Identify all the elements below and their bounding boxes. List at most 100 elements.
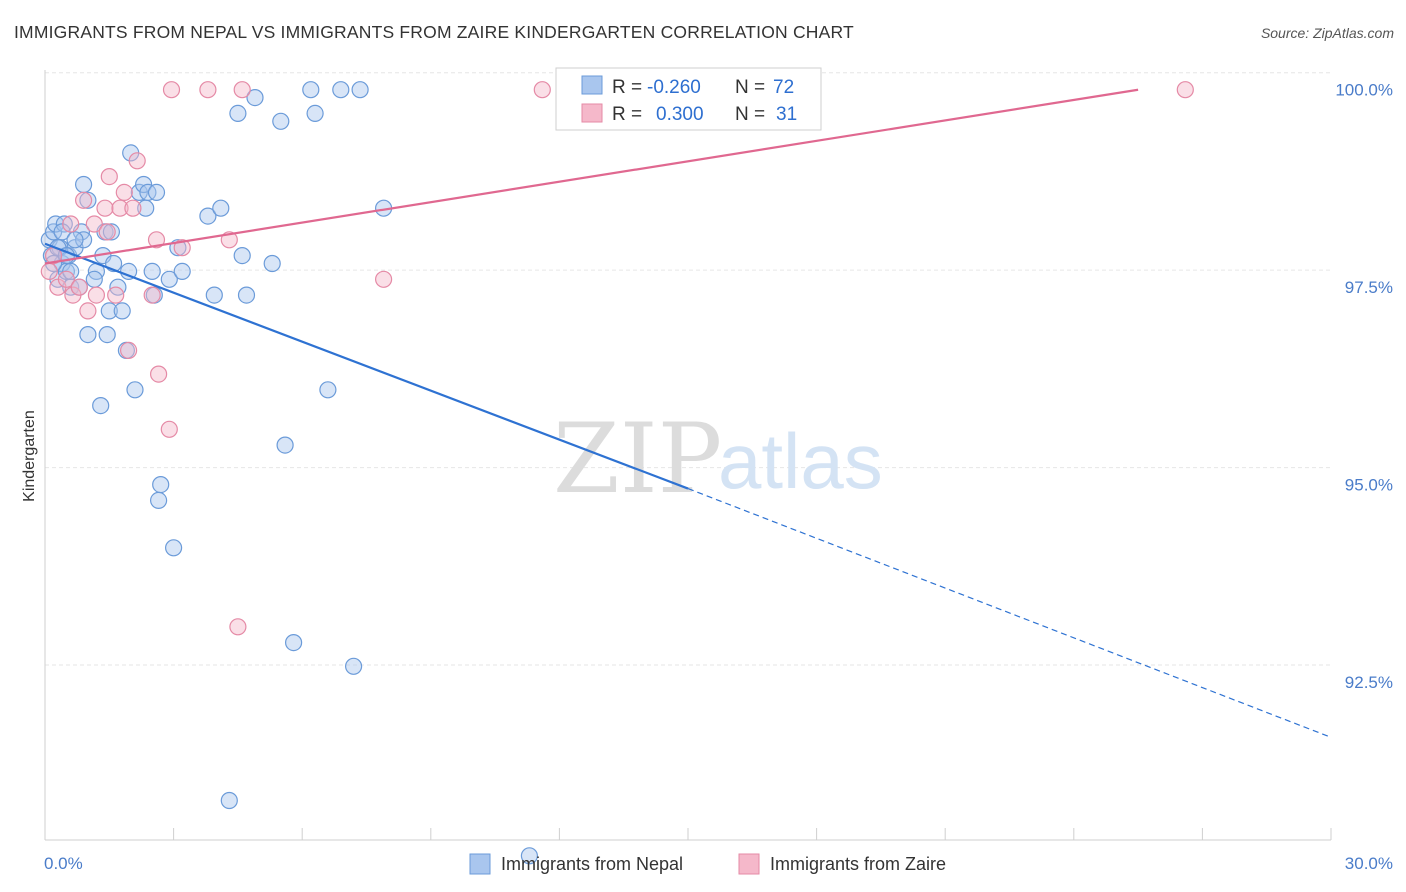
zaire-point-22	[150, 365, 168, 383]
zaire-point-10	[87, 286, 106, 304]
nepal-point-65	[520, 847, 539, 865]
x-tick-labels: 0.0% 30.0%	[44, 854, 1393, 873]
zaire-point-3	[57, 270, 76, 288]
y-tick-label-1: 95.0%	[1345, 476, 1393, 495]
trend-lines	[44, 88, 1332, 738]
trend-line-nepal	[44, 242, 689, 490]
axes	[44, 70, 1332, 841]
nepal-point-16	[79, 191, 97, 209]
zaire-point-31	[533, 81, 551, 99]
stats-legend: R = -0.260 N = 72 R = 0.300 N = 31	[555, 67, 822, 131]
nepal-point-49	[220, 791, 238, 810]
x-tick-label-0: 0.0%	[44, 854, 83, 873]
nepal-point-59	[306, 104, 324, 123]
legend-swatch-zaire	[581, 103, 603, 123]
bottom-legend-label-nepal: Immigrants from Nepal	[501, 854, 683, 874]
gridlines	[45, 72, 1331, 666]
zaire-point-32	[1176, 81, 1194, 99]
legend-n-value-zaire: 31	[776, 104, 797, 125]
zaire-point-25	[173, 239, 191, 257]
legend-n-label-zaire: N =	[735, 104, 765, 125]
zaire-point-9	[85, 215, 103, 233]
nepal-point-70	[62, 262, 80, 280]
bottom-legend-label-zaire: Immigrants from Zaire	[770, 854, 946, 874]
y-tick-label-0: 92.5%	[1345, 673, 1393, 692]
nepal-point-63	[351, 81, 369, 99]
nepal-point-58	[302, 81, 320, 99]
legend-n-value-nepal: 72	[773, 77, 794, 98]
nepal-point-34	[135, 175, 153, 194]
legend-r-label-nepal: R =	[612, 77, 642, 98]
zaire-point-26	[199, 81, 217, 99]
legend-n-label-nepal: N =	[735, 77, 765, 98]
nepal-point-15	[74, 175, 93, 194]
y-tick-label-3: 100.0%	[1335, 81, 1393, 100]
legend-r-value-zaire: 0.300	[656, 104, 704, 125]
nepal-point-60	[319, 381, 337, 399]
nepal-point-71	[66, 231, 84, 249]
nepal-point-61	[332, 81, 350, 99]
nepal-point-41	[150, 491, 168, 509]
zaire-point-28	[229, 618, 247, 636]
zaire-point-14	[107, 286, 125, 304]
legend-r-value-nepal: -0.260	[647, 77, 701, 98]
watermark-zip: ZIP	[553, 403, 722, 515]
nepal-point-62	[345, 657, 363, 675]
zaire-point-15	[111, 199, 129, 217]
nepal-point-23	[98, 326, 116, 344]
nepal-point-52	[237, 286, 256, 304]
nepal-point-48	[212, 199, 230, 217]
zaire-point-0	[40, 262, 58, 280]
nepal-point-24	[100, 302, 118, 320]
zaire-point-18	[124, 199, 142, 217]
nepal-point-36	[139, 183, 157, 201]
zaire-point-13	[100, 168, 118, 186]
x-tick-label-1: 30.0%	[1345, 854, 1393, 873]
trend-line-nepal-extension	[687, 488, 1332, 738]
y-tick-label-2: 97.5%	[1345, 278, 1393, 297]
zaire-point-21	[147, 231, 166, 249]
watermark: ZIP atlas	[553, 403, 883, 515]
zaire-point-23	[160, 420, 178, 438]
nepal-point-53	[246, 88, 264, 107]
nepal-point-37	[143, 262, 161, 280]
zaire-point-6	[70, 278, 88, 296]
y-tick-labels: 92.5% 95.0% 97.5% 100.0%	[1335, 81, 1393, 692]
nepal-point-56	[276, 436, 294, 454]
nepal-point-19	[85, 270, 103, 288]
nepal-point-32	[126, 381, 144, 399]
nepal-point-28	[113, 302, 131, 320]
zaire-point-19	[128, 152, 146, 170]
nepal-point-43	[165, 539, 183, 557]
zaire-point-7	[74, 191, 93, 209]
nepal-point-25	[102, 223, 121, 241]
nepal-point-46	[199, 207, 217, 225]
zaire-point-30	[375, 270, 393, 288]
nepal-point-50	[229, 104, 247, 123]
legend-r-label-zaire: R =	[612, 104, 642, 125]
zaire-point-12	[98, 223, 116, 241]
nepal-point-47	[205, 286, 223, 304]
zaire-point-4	[62, 215, 80, 233]
series-zaire-points	[40, 81, 1194, 636]
nepal-point-42	[160, 270, 178, 288]
bottom-legend-swatch-nepal	[469, 853, 491, 875]
nepal-point-20	[92, 397, 110, 415]
nepal-point-39	[147, 183, 166, 201]
nepal-point-51	[233, 247, 251, 265]
zaire-point-24	[162, 81, 181, 99]
nepal-point-17	[79, 326, 97, 344]
series-nepal-points	[40, 81, 539, 865]
nepal-point-57	[285, 633, 303, 652]
zaire-point-29	[233, 81, 251, 99]
series-legend: Immigrants from Nepal Immigrants from Za…	[469, 853, 946, 875]
nepal-point-45	[173, 262, 191, 280]
zaire-point-17	[120, 341, 138, 359]
nepal-point-40	[152, 476, 170, 494]
nepal-point-54	[263, 254, 281, 273]
nepal-point-55	[272, 112, 290, 130]
bottom-legend-swatch-zaire	[738, 853, 760, 875]
zaire-point-11	[96, 199, 114, 217]
source-credit: Source: ZipAtlas.com	[1260, 25, 1394, 41]
